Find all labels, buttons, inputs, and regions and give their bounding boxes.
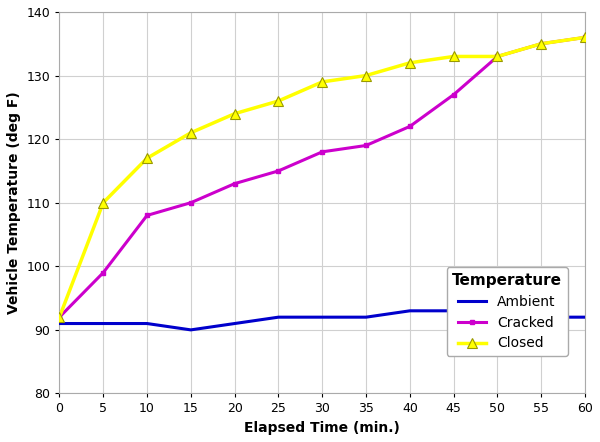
Cracked xyxy=(494,54,501,59)
Ambient xyxy=(362,315,370,320)
Cracked xyxy=(100,270,107,275)
Ambient xyxy=(494,315,501,320)
Cracked xyxy=(143,213,151,218)
Closed xyxy=(143,156,151,161)
X-axis label: Elapsed Time (min.): Elapsed Time (min.) xyxy=(244,421,400,435)
Closed xyxy=(450,54,457,59)
Cracked xyxy=(56,315,63,320)
Ambient xyxy=(581,315,589,320)
Ambient xyxy=(100,321,107,326)
Ambient xyxy=(187,327,194,332)
Ambient xyxy=(231,321,238,326)
Line: Closed: Closed xyxy=(55,33,590,322)
Closed xyxy=(538,41,545,46)
Ambient xyxy=(406,308,413,313)
Closed xyxy=(406,60,413,65)
Y-axis label: Vehicle Temperature (deg F): Vehicle Temperature (deg F) xyxy=(7,91,21,314)
Closed xyxy=(56,315,63,320)
Ambient xyxy=(275,315,282,320)
Cracked xyxy=(275,168,282,174)
Cracked xyxy=(319,149,326,155)
Legend: Ambient, Cracked, Closed: Ambient, Cracked, Closed xyxy=(446,267,568,356)
Closed xyxy=(494,54,501,59)
Closed xyxy=(319,79,326,84)
Cracked xyxy=(231,181,238,186)
Closed xyxy=(231,111,238,116)
Closed xyxy=(581,35,589,40)
Ambient xyxy=(319,315,326,320)
Closed xyxy=(275,98,282,103)
Cracked xyxy=(362,143,370,148)
Line: Cracked: Cracked xyxy=(57,35,587,320)
Closed xyxy=(100,200,107,206)
Ambient xyxy=(538,315,545,320)
Cracked xyxy=(450,92,457,97)
Cracked xyxy=(581,35,589,40)
Cracked xyxy=(538,41,545,46)
Line: Ambient: Ambient xyxy=(59,311,585,330)
Cracked xyxy=(406,124,413,129)
Closed xyxy=(362,73,370,78)
Closed xyxy=(187,130,194,135)
Ambient xyxy=(56,321,63,326)
Ambient xyxy=(143,321,151,326)
Ambient xyxy=(450,308,457,313)
Cracked xyxy=(187,200,194,206)
